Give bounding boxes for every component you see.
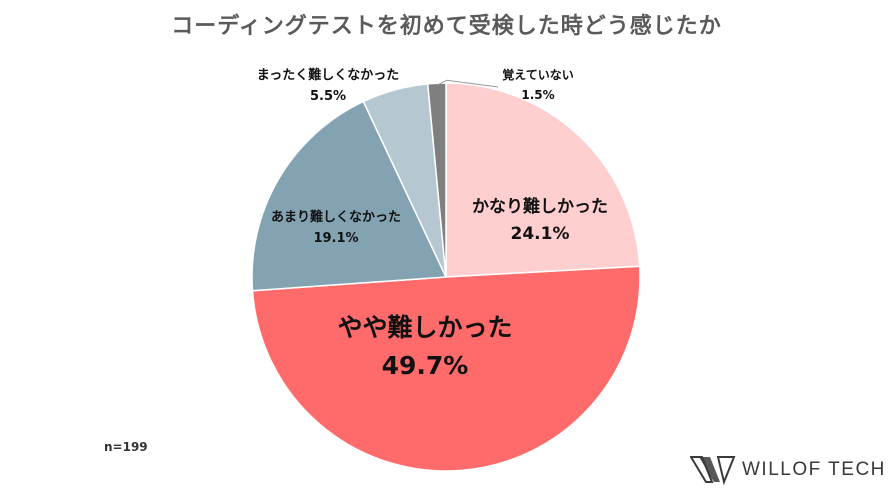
leader-line [436,79,499,88]
brand-logo: WILLOF TECH [690,455,886,485]
slice-label: 覚えていない [502,67,573,82]
sample-size-note: n=199 [104,440,148,454]
slice-label: かなり難しかった [472,196,608,217]
chart-title: コーディングテストを初めて受検した時どう感じたか [171,14,722,39]
slice-value-label: 24.1% [511,224,570,244]
slice-value-label: 19.1% [313,231,358,246]
slice-label: あまり難しくなかった [271,209,401,225]
pie-slice [251,100,448,292]
slice-label: やや難しかった [337,313,512,342]
slice-value-label: 49.7% [382,351,469,380]
slice-value-label: 1.5% [521,88,554,102]
pie-slice [445,82,641,278]
pie-slice [426,82,447,278]
willof-logo-icon [690,456,736,485]
slice-label: まったく難しくなかった [257,67,399,83]
pie-slice [251,265,641,472]
slice-value-label: 5.5% [310,89,346,104]
brand-name: WILLOF TECH [742,459,886,480]
